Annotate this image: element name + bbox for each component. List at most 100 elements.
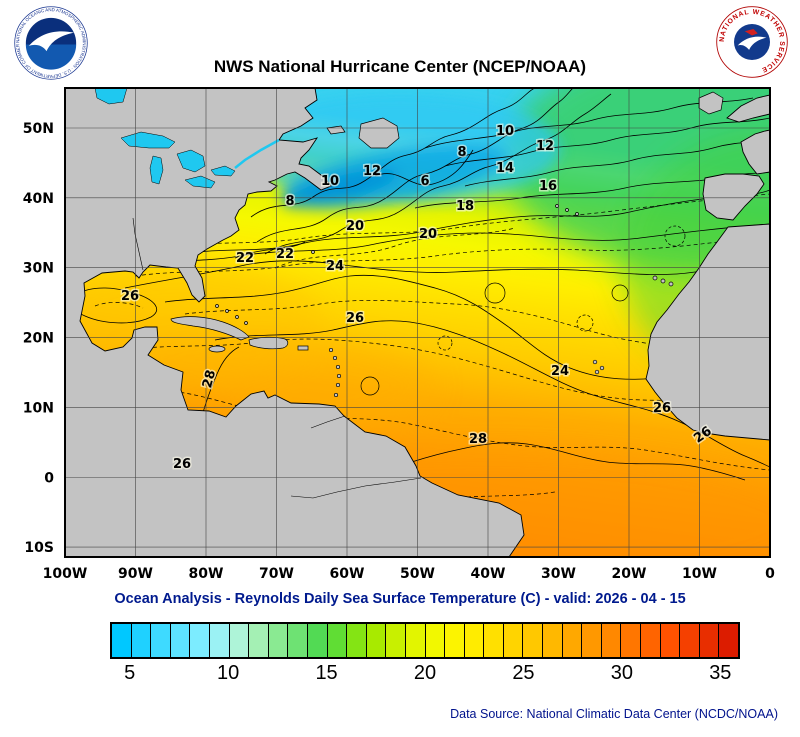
lat-tick-label: 40N: [23, 191, 54, 207]
contour-label: 10: [321, 174, 339, 189]
noaa-logo-graphic: NATIONAL OCEANIC AND ATMOSPHERIC ADMINIS…: [12, 2, 88, 80]
lat-tick-label: 10N: [23, 400, 54, 416]
lat-tick-label: 20N: [23, 331, 54, 347]
colorbar-cell: [386, 624, 406, 657]
lon-tick-label: 40W: [471, 566, 506, 582]
james-bay: [94, 88, 128, 105]
colorbar-cell: [131, 624, 152, 657]
contour-label: 22: [236, 251, 254, 266]
coastline-france: [740, 129, 770, 175]
contour-label: 28: [200, 368, 219, 389]
island-ireland: [698, 91, 724, 115]
contour-label: 6: [420, 174, 429, 189]
colorbar-tick-label: 25: [512, 662, 535, 684]
lon-tick-label: 10W: [682, 566, 717, 582]
contour-line: [124, 259, 770, 289]
contour-label: 12: [363, 164, 381, 179]
contour-line: [359, 442, 746, 481]
contour-label: 12: [536, 139, 554, 154]
island-cuba: [170, 316, 250, 341]
colorbar-cell: [425, 624, 446, 657]
colorbar-cell: [249, 624, 269, 657]
colorbar-cell: [209, 624, 230, 657]
contour-eddy: [576, 314, 594, 332]
colorbar-cell: [268, 624, 289, 657]
contour-line-dashed: [89, 390, 770, 471]
contour-label: 14: [496, 161, 514, 176]
contour-label: 18: [456, 199, 474, 214]
lakes: [94, 88, 280, 189]
island-hispaniola: [248, 336, 289, 350]
lake-michigan: [149, 155, 164, 185]
map-canvas: 10 12 8 14 12 10 6 16 8 18 20 20 22 22 24 26 26 24 28 26 26 2…: [23, 87, 775, 582]
lat-tick-label: 50N: [23, 121, 54, 137]
contour-label: 26: [121, 289, 139, 304]
contour-line: [256, 88, 574, 243]
colorbar-cell: [445, 624, 465, 657]
rivers: [132, 217, 422, 499]
colorbar-tick-label: 5: [124, 662, 136, 684]
contour-label: 24: [326, 259, 344, 274]
contour-line: [234, 241, 306, 259]
land-masses: [65, 88, 770, 557]
coastline-england: [726, 94, 770, 123]
lake-ontario: [210, 165, 236, 177]
contour-label: 8: [285, 194, 294, 209]
contour-line-dashed: [184, 300, 770, 347]
contour-line: [264, 93, 612, 255]
noaa-seagull-icon: [28, 31, 74, 52]
noaa-logo: NATIONAL OCEANIC AND ATMOSPHERIC ADMINIS…: [12, 2, 88, 80]
colorbar-cell: [229, 624, 250, 657]
colorbar-cells: [110, 622, 740, 659]
map-caption: Ocean Analysis - Reynolds Daily Sea Surf…: [114, 591, 686, 607]
colorbar-cell: [151, 624, 171, 657]
longitude-axis: 100W 90W 80W 70W 60W 50W 40W 30W 20W 10W 0: [43, 566, 775, 582]
colorbar-cell: [543, 624, 563, 657]
colorbar-cell: [170, 624, 191, 657]
colorbar-cell: [601, 624, 622, 657]
lon-tick-label: 60W: [330, 566, 365, 582]
colorbar-cell: [190, 624, 210, 657]
lake-erie: [184, 175, 216, 189]
contour-line-dashed: [274, 227, 516, 269]
coastline-north-south-america: [65, 88, 525, 557]
coastline-africa: [645, 223, 770, 441]
contour-line: [214, 320, 770, 468]
contour-line: [424, 97, 754, 149]
colorbar-cell: [621, 624, 642, 657]
map-frame: [64, 87, 771, 558]
colorbar-cell: [641, 624, 661, 657]
colorbar-cell: [503, 624, 524, 657]
colorbar-cell: [112, 624, 132, 657]
contour-line: [104, 223, 770, 267]
colorbar-tick-label: 30: [610, 662, 633, 684]
lon-tick-label: 100W: [43, 566, 88, 582]
colorbar-tick-label: 15: [315, 662, 338, 684]
contour-line: [444, 117, 770, 167]
nws-logo: NATIONAL WEATHER SERVICE: [716, 6, 788, 78]
contour-label: 8: [457, 145, 466, 160]
contour-label: 20: [419, 227, 437, 242]
coastline-iberia: [702, 173, 765, 221]
contour-line: [250, 88, 536, 218]
contour-line-dashed: [94, 302, 144, 309]
colorbar-cell: [484, 624, 504, 657]
colorbar-tick-labels: 5 10 15 20 25 30 35: [110, 659, 740, 685]
colorbar-cell: [288, 624, 308, 657]
nws-seagull-icon: [737, 36, 767, 50]
sst-map: 10 12 8 14 12 10 6 16 8 18 20 20 22 22 24 26 26 24 28 26 26 2…: [0, 85, 800, 590]
contour-line: [200, 346, 240, 421]
colorbar-cell: [699, 624, 720, 657]
data-source: Data Source: National Climatic Data Cent…: [450, 707, 778, 721]
lon-tick-label: 20W: [612, 566, 647, 582]
nws-logo-graphic: NATIONAL WEATHER SERVICE: [716, 6, 788, 78]
colorbar-cell: [327, 624, 348, 657]
nws-emblem-red-shape: [744, 29, 758, 36]
contour-labels: 10 12 8 14 12 10 6 16 8 18 20 20 22 22 24 26 26 24 28 26 26 2…: [119, 123, 716, 474]
page-title: NWS National Hurricane Center (NCEP/NOAA…: [213, 57, 587, 76]
colorbar-cell: [523, 624, 544, 657]
island-jamaica: [208, 345, 226, 353]
st-lawrence-river: [234, 138, 280, 169]
lat-tick-label: 0: [44, 470, 54, 486]
